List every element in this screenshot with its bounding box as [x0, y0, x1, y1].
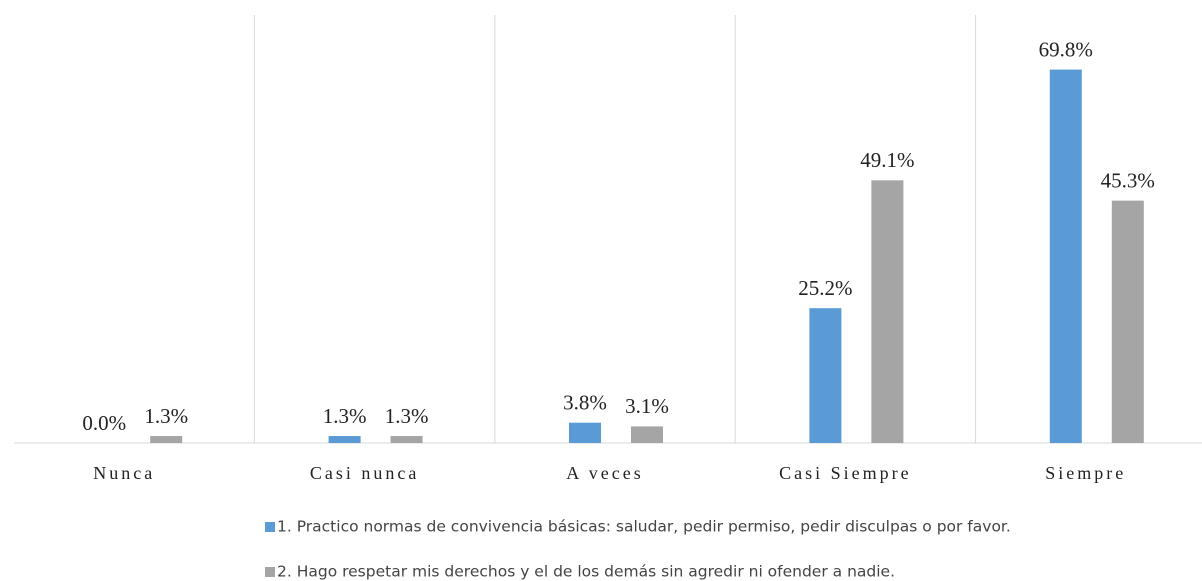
data-label: 25.2%: [798, 276, 852, 300]
x-tick-label: Nunca: [93, 463, 155, 483]
bar: [328, 436, 361, 443]
x-tick-label: A veces: [566, 463, 643, 483]
data-label: 45.3%: [1101, 168, 1155, 192]
bar: [809, 308, 842, 443]
bar: [569, 422, 601, 443]
x-tick-label: Siempre: [1045, 463, 1126, 483]
x-tick-label: Casi nunca: [310, 463, 419, 483]
bar: [1049, 69, 1082, 443]
data-label: 3.1%: [625, 394, 669, 418]
bar: [390, 436, 423, 443]
data-label: 1.3%: [144, 404, 188, 428]
legend-label: 1. Practico normas de convivencia básica…: [277, 518, 1011, 536]
data-label: 3.8%: [563, 390, 607, 414]
bar: [631, 426, 663, 443]
bar: [871, 180, 904, 443]
data-label: 49.1%: [860, 148, 914, 172]
data-label: 0.0%: [82, 411, 126, 435]
data-label: 1.3%: [323, 404, 367, 428]
data-label: 69.8%: [1039, 37, 1093, 61]
legend-swatch: [265, 522, 275, 532]
bar: [1111, 200, 1144, 443]
legend-label: 2. Hago respetar mis derechos y el de lo…: [277, 563, 895, 581]
bar: [150, 436, 183, 443]
x-tick-label: Casi Siempre: [779, 463, 912, 483]
data-label: 1.3%: [385, 404, 429, 428]
legend-swatch: [265, 567, 275, 577]
